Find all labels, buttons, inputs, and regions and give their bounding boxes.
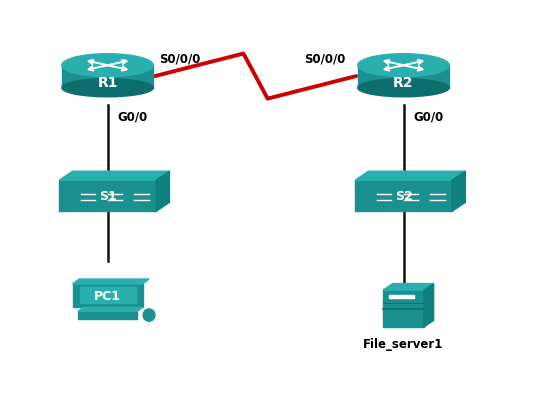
Ellipse shape	[62, 54, 153, 78]
Polygon shape	[355, 181, 452, 212]
Polygon shape	[424, 284, 434, 327]
Polygon shape	[59, 172, 169, 181]
Ellipse shape	[358, 79, 449, 97]
Polygon shape	[73, 284, 143, 307]
Text: PC1: PC1	[94, 289, 121, 302]
Polygon shape	[59, 181, 156, 212]
Text: S0/0/0: S0/0/0	[159, 53, 200, 66]
Polygon shape	[78, 308, 143, 312]
Ellipse shape	[62, 79, 153, 97]
Text: S1: S1	[99, 190, 116, 203]
Text: File_server1: File_server1	[363, 337, 444, 350]
Polygon shape	[358, 66, 449, 88]
Text: R1: R1	[97, 76, 118, 90]
Polygon shape	[62, 66, 153, 88]
Polygon shape	[389, 295, 414, 299]
Polygon shape	[383, 284, 434, 290]
Polygon shape	[73, 279, 149, 284]
Polygon shape	[78, 312, 137, 319]
Polygon shape	[156, 172, 169, 212]
Text: S2: S2	[395, 190, 412, 203]
Ellipse shape	[143, 309, 155, 321]
Ellipse shape	[358, 54, 449, 78]
Text: G0/0: G0/0	[413, 110, 443, 123]
Polygon shape	[383, 290, 424, 327]
Text: S0/0/0: S0/0/0	[304, 53, 345, 66]
Polygon shape	[452, 172, 465, 212]
Polygon shape	[355, 172, 465, 181]
Text: R2: R2	[393, 76, 414, 90]
Polygon shape	[80, 287, 136, 303]
Text: G0/0: G0/0	[117, 110, 147, 123]
